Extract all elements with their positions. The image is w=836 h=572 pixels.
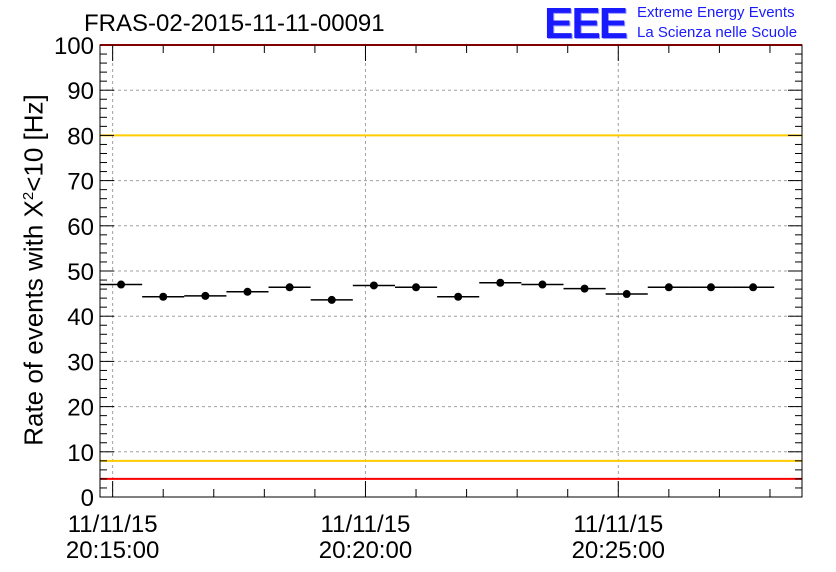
- x-tick-label-date: 11/11/15: [68, 511, 158, 538]
- y-tick-label: 50: [67, 259, 94, 286]
- x-tick-label-date: 11/11/15: [573, 511, 663, 538]
- data-point: [159, 292, 168, 301]
- data-point: [117, 280, 126, 289]
- y-tick-label: 100: [54, 33, 94, 60]
- y-tick-label: 30: [67, 349, 94, 376]
- axes: 010203040506070809010011/11/1520:15:0011…: [54, 33, 803, 564]
- y-tick-label: 0: [81, 485, 94, 512]
- data-point: [538, 280, 547, 289]
- data-point: [327, 295, 336, 304]
- y-tick-label: 60: [67, 214, 94, 241]
- y-axis-label-superscript: 2: [19, 191, 37, 201]
- org-line-1: Extreme Energy Events: [637, 4, 795, 21]
- data-point: [369, 281, 378, 290]
- y-tick-label: 40: [67, 304, 94, 331]
- data-point: [622, 290, 631, 299]
- eee-logo: EEE: [544, 0, 628, 48]
- y-tick-label: 20: [67, 395, 94, 422]
- y-tick-label: 70: [67, 169, 94, 196]
- chart-title: FRAS-02-2015-11-11-00091: [84, 10, 385, 37]
- y-axis-label-main: Rate of events with X: [18, 200, 49, 446]
- x-tick-label-time: 20:15:00: [66, 537, 159, 564]
- data-point: [201, 291, 210, 300]
- data-point: [580, 284, 589, 293]
- y-axis-label: Rate of events with X2<10 [Hz]: [19, 94, 50, 446]
- reference-lines: [100, 44, 802, 480]
- data-point: [243, 287, 252, 296]
- data-point: [285, 283, 294, 292]
- data-point: [454, 292, 463, 301]
- x-tick-label-date: 11/11/15: [321, 511, 411, 538]
- data-point: [706, 283, 715, 292]
- y-tick-label: 90: [67, 78, 94, 105]
- y-axis-label-tail: <10 [Hz]: [18, 94, 49, 192]
- y-tick-label: 80: [67, 123, 94, 150]
- grid-lines: [100, 45, 802, 497]
- y-tick-label: 10: [67, 440, 94, 467]
- plot-frame: [99, 44, 803, 498]
- organization-name: Extreme Energy Events La Scienza nelle S…: [637, 3, 797, 43]
- data-point: [664, 283, 673, 292]
- data-point: [496, 278, 505, 287]
- data-points: [100, 278, 775, 304]
- data-point: [749, 283, 758, 292]
- data-point: [412, 283, 421, 292]
- org-line-2: La Scienza nelle Scuole: [637, 24, 798, 41]
- x-tick-label-time: 20:20:00: [319, 537, 412, 564]
- x-tick-label-time: 20:25:00: [572, 537, 665, 564]
